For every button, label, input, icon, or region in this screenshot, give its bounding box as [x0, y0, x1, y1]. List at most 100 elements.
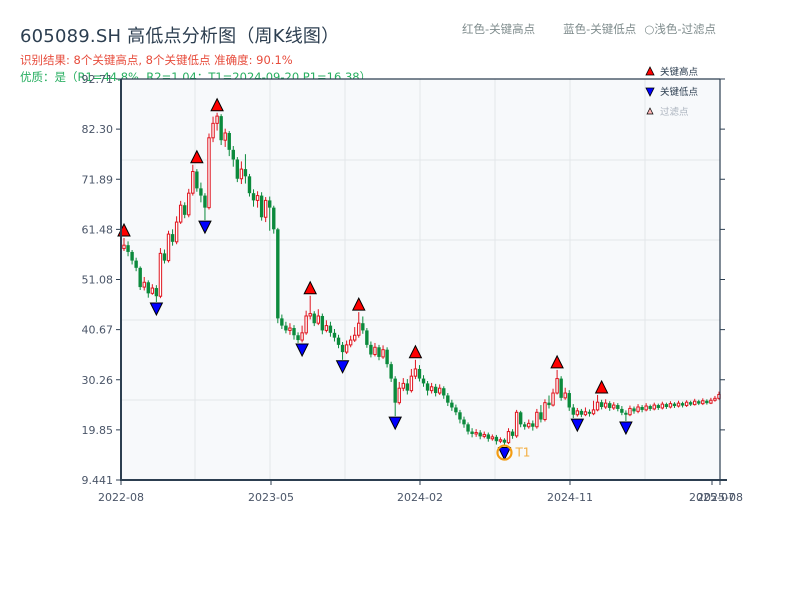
- candle-body-down: [494, 436, 499, 442]
- candle-body-down: [421, 378, 426, 384]
- candle-body-up: [316, 315, 320, 324]
- x-tick-label: 2023-05: [248, 491, 294, 504]
- candle-body-down: [170, 234, 175, 242]
- candle-body-up: [357, 322, 361, 336]
- candle-body-up: [628, 407, 632, 416]
- key-low-marker: [149, 302, 164, 317]
- candle-body-up: [187, 192, 191, 216]
- x-tick-label: 2022-08: [98, 491, 144, 504]
- candle-body-down: [664, 404, 669, 407]
- key-low-marker: [388, 416, 402, 431]
- candle-body-up: [211, 122, 215, 139]
- candle-body-down: [632, 408, 636, 412]
- key-low-marker: [619, 421, 633, 436]
- candle-body-down: [280, 318, 284, 326]
- candle-body-down: [705, 400, 709, 404]
- color-key-filtered: ○浅色-过滤点: [644, 22, 716, 36]
- y-axis-ticks: 92.71 82.30 71.89 61.48 51.08 40.67 30.26 19.85…: [82, 73, 725, 487]
- legend-label: 过滤点: [660, 106, 689, 118]
- candle-body-up: [304, 315, 308, 334]
- candle-body-up: [701, 400, 705, 405]
- key-low-marker: [295, 343, 309, 358]
- candle-body-up: [490, 436, 495, 440]
- candle-body-down: [405, 383, 410, 391]
- candle-body-down: [227, 132, 231, 150]
- candle-body-down: [243, 169, 248, 177]
- candle-body-up: [591, 409, 596, 415]
- candle-body-down: [154, 288, 159, 297]
- legend-filtered-icon: [646, 107, 654, 115]
- candle-body-up: [506, 431, 511, 444]
- recognition-result: 识别结果: 8个关键高点, 8个关键低点 准确度: 90.1%: [20, 53, 293, 67]
- candle-body-up: [288, 327, 292, 331]
- key-high-marker: [408, 344, 423, 359]
- y-tick-label: 82.30: [82, 123, 114, 136]
- candle-body-up: [178, 204, 183, 223]
- candle-body-down: [608, 403, 612, 408]
- candle-body-down: [320, 315, 325, 331]
- candle-body-up: [401, 382, 405, 389]
- candle-body-down: [365, 330, 369, 345]
- y-tick-label: 61.48: [82, 223, 114, 236]
- candle-body-down: [559, 378, 563, 398]
- candle-body-up: [563, 392, 567, 399]
- candle-body-down: [336, 337, 341, 345]
- y-tick-label: 19.85: [82, 424, 114, 437]
- y-tick-label: 40.67: [82, 324, 114, 337]
- candle-body-down: [587, 411, 592, 414]
- candle-body-down: [462, 419, 466, 425]
- y-tick-label: 9.441: [82, 474, 114, 487]
- candle-body-up: [429, 386, 434, 392]
- candle-body-down: [328, 325, 333, 333]
- candle-body-up: [676, 402, 681, 407]
- candle-body-up: [191, 171, 195, 194]
- candle-body-down: [620, 408, 624, 413]
- key-low-marker: [570, 418, 585, 433]
- candle-body-down: [599, 402, 604, 407]
- key-high-marker: [210, 97, 224, 112]
- key-low-marker: [335, 360, 350, 374]
- candle-body-down: [518, 412, 523, 425]
- candle-body-down: [470, 431, 474, 434]
- candle-body-up: [652, 404, 656, 410]
- candle-body-up: [308, 313, 312, 317]
- candle-body-up: [636, 406, 640, 412]
- candle-body-up: [239, 168, 244, 180]
- candle-body-down: [616, 405, 620, 409]
- color-key-blue: 蓝色-关键低点: [563, 22, 637, 36]
- candle-body-up: [166, 233, 171, 262]
- color-key: 红色-关键高点 蓝色-关键低点 ○浅色-过滤点: [462, 21, 716, 37]
- candle-body-up: [413, 368, 418, 377]
- candle-body-down: [446, 395, 450, 403]
- candle-body-up: [373, 346, 377, 356]
- key-low-marker: [198, 220, 212, 235]
- candle-body-down: [296, 335, 300, 341]
- candle-body-down: [332, 332, 337, 338]
- candle-body-down: [389, 364, 393, 379]
- candle-body-down: [369, 344, 373, 355]
- candle-body-down: [688, 402, 693, 405]
- candle-body-up: [693, 400, 697, 406]
- legend-low-icon: [645, 87, 655, 97]
- candle-body-up: [207, 137, 211, 209]
- y-tick-label: 30.26: [82, 374, 114, 387]
- candle-body-down: [312, 313, 316, 324]
- candle-body-down: [146, 282, 150, 294]
- candle-body-down: [567, 393, 571, 408]
- candle-body-down: [292, 328, 296, 336]
- chart-title: 605089.SH 高低点分析图（周K线图）: [20, 26, 340, 47]
- candle-body-down: [547, 402, 551, 406]
- candle-body-up: [344, 344, 349, 353]
- candle-body-down: [162, 253, 167, 261]
- candle-body-up: [644, 405, 648, 411]
- candle-body-up: [709, 399, 713, 404]
- candle-body-down: [134, 260, 138, 268]
- x-tick-label: 2025-08: [697, 491, 743, 504]
- key-low-marker: [497, 446, 512, 461]
- candle-body-up: [255, 195, 260, 201]
- y-tick-label: 71.89: [82, 173, 114, 186]
- candle-body-down: [231, 149, 235, 160]
- candle-body-up: [474, 432, 478, 435]
- candle-body-down: [442, 388, 446, 396]
- candle-body-down: [425, 383, 430, 391]
